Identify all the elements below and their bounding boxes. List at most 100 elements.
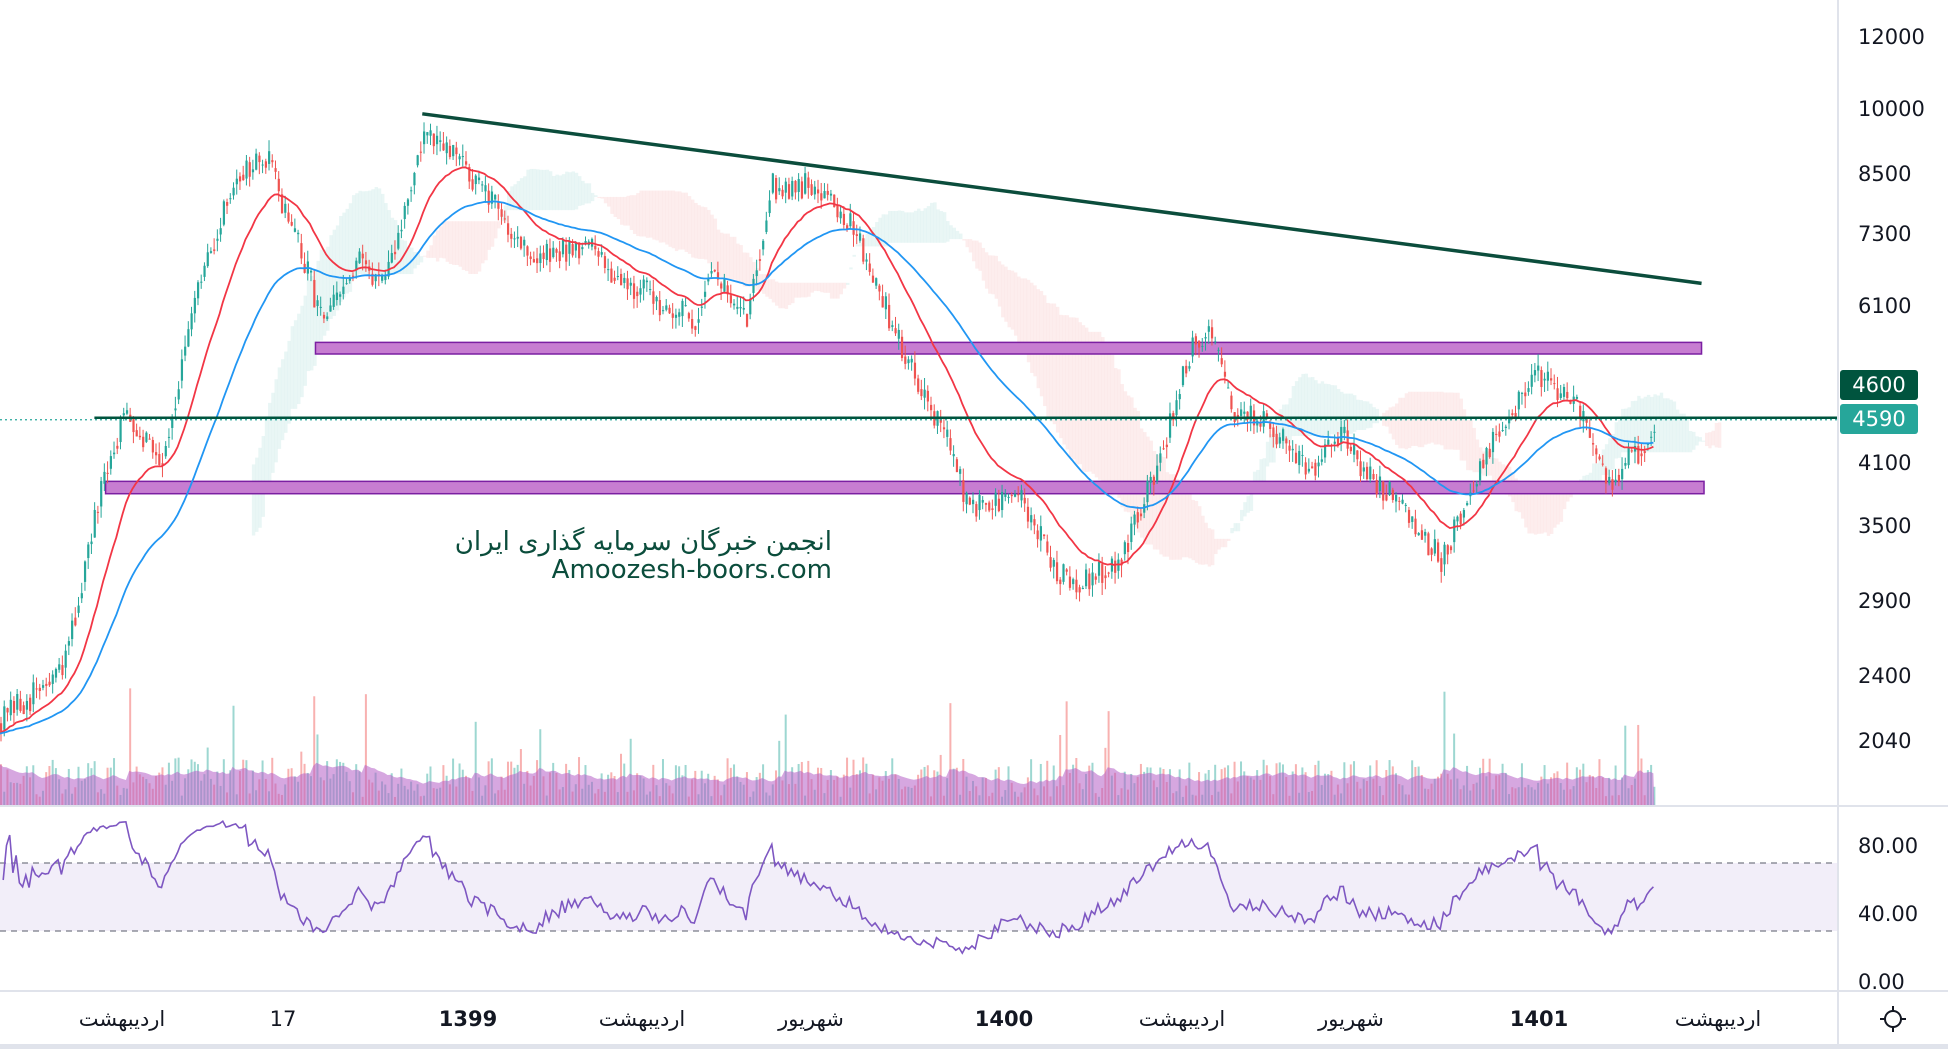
candle — [1026, 498, 1030, 529]
candle — [1317, 455, 1320, 478]
candle — [1298, 445, 1301, 474]
cloud-segment — [829, 282, 834, 299]
candle-body — [519, 236, 523, 249]
cloud-segment — [988, 255, 992, 294]
volume-bar — [1065, 701, 1068, 805]
watermark-persian: انجمن خبرگان سرمایه گذاری ایران — [454, 527, 832, 557]
candle — [707, 273, 710, 286]
cloud-segment — [971, 240, 976, 262]
gear-icon[interactable] — [1878, 1004, 1908, 1034]
candle-body — [100, 480, 103, 507]
candle-body — [1227, 387, 1230, 389]
candle-body — [1650, 436, 1653, 438]
candle-body — [642, 279, 645, 289]
cloud-segment — [393, 220, 398, 275]
cloud-segment — [997, 261, 1002, 307]
candle — [25, 694, 29, 722]
candle-body — [293, 228, 297, 232]
candle-body — [371, 273, 374, 285]
candle-body — [1559, 393, 1562, 398]
candle — [439, 131, 442, 152]
candle — [926, 385, 929, 412]
candle — [1136, 506, 1139, 529]
candle-body — [64, 650, 67, 668]
candle — [371, 262, 374, 287]
candle-body — [781, 189, 784, 197]
candle-body — [816, 189, 820, 194]
candle-body — [1579, 405, 1582, 418]
candle — [1395, 492, 1398, 513]
candle-body — [145, 432, 148, 442]
candle — [477, 170, 481, 185]
candle-body — [1653, 431, 1656, 433]
cloud-segment — [778, 282, 782, 309]
cloud-segment — [975, 240, 979, 269]
candle-body — [1026, 506, 1030, 522]
cloud-segment — [494, 221, 498, 239]
candle-body — [1388, 481, 1391, 496]
candle — [733, 299, 736, 310]
candle — [1275, 425, 1278, 449]
candle-body — [1081, 588, 1084, 590]
cloud-segment — [1165, 472, 1170, 557]
candle-body — [1427, 533, 1430, 556]
cloud-segment — [519, 178, 524, 211]
candle — [1359, 450, 1362, 483]
candle — [1320, 448, 1323, 466]
candle — [329, 297, 332, 312]
cloud-segment — [968, 239, 973, 253]
candle-body — [1514, 412, 1517, 418]
candle — [726, 280, 729, 303]
candle — [290, 214, 293, 227]
candle-body — [723, 279, 726, 292]
cloud-segment — [1062, 315, 1066, 445]
candle-body — [1278, 437, 1281, 444]
candle-body — [917, 378, 920, 392]
support-zone-rectangle[interactable] — [104, 480, 1705, 495]
candle — [235, 169, 238, 195]
candle — [242, 165, 245, 181]
cloud-segment — [661, 190, 666, 243]
candle-body — [300, 243, 303, 259]
support-zone-rectangle[interactable] — [314, 341, 1703, 355]
candle — [978, 490, 981, 520]
candle — [1185, 359, 1188, 378]
candle — [1139, 507, 1143, 521]
candle — [775, 175, 778, 204]
candle-body — [904, 356, 907, 364]
descending-trendline[interactable] — [422, 112, 1702, 286]
candle — [626, 270, 629, 300]
volume-bar — [1107, 711, 1110, 805]
candle-body — [871, 275, 875, 283]
candle-body — [1001, 491, 1004, 511]
candle-body — [258, 155, 261, 163]
candle — [1566, 382, 1569, 401]
cloud-segment — [1049, 303, 1053, 422]
candle-body — [1359, 461, 1362, 477]
candle-body — [1265, 413, 1269, 419]
candle — [138, 426, 142, 440]
cloud-segment — [1401, 397, 1405, 449]
candle — [461, 144, 464, 167]
candle-body — [542, 252, 545, 260]
cloud-segment — [1059, 314, 1063, 439]
time-tick-label: اردیبهشت — [1674, 1007, 1762, 1031]
cloud-segment — [326, 246, 330, 331]
candle — [623, 272, 626, 289]
candle-body — [1550, 378, 1553, 381]
candle-body — [842, 213, 846, 225]
candle — [716, 261, 720, 286]
rsi-line — [2, 820, 1654, 955]
candle — [206, 243, 209, 268]
candle — [280, 188, 284, 214]
cloud-segment — [300, 305, 304, 398]
candle-body — [626, 278, 629, 290]
cloud-segment — [1624, 408, 1628, 453]
cloud-segment — [1217, 538, 1221, 550]
candle — [16, 688, 19, 716]
candle-body — [655, 296, 658, 302]
candle-body — [1485, 448, 1488, 465]
candle-body — [316, 300, 319, 307]
cloud-segment — [429, 245, 433, 258]
